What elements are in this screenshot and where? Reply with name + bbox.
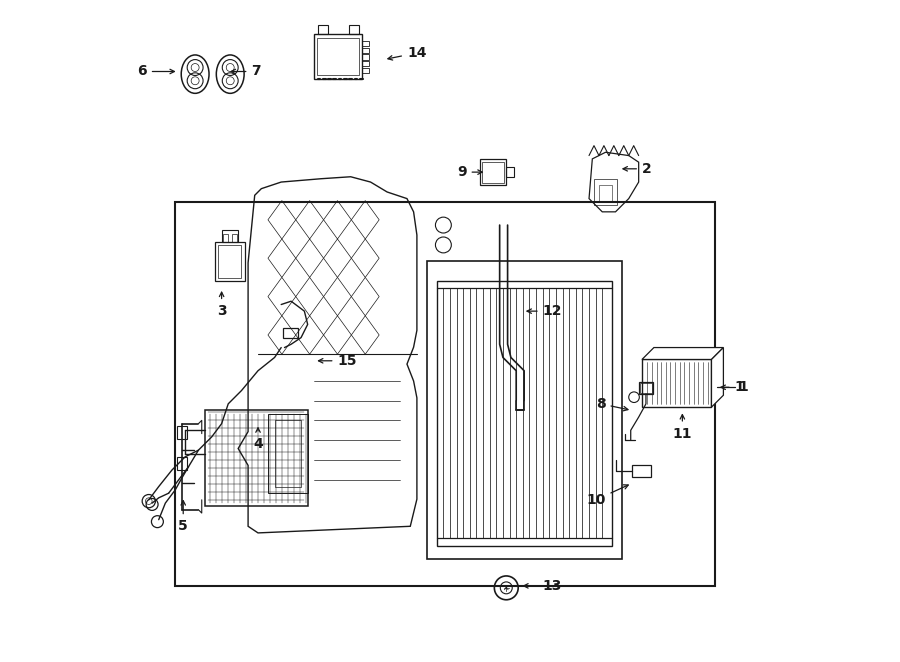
Bar <box>436 281 612 546</box>
Text: 1: 1 <box>738 380 748 395</box>
Bar <box>362 61 369 66</box>
Bar <box>268 414 308 493</box>
Bar <box>221 230 239 242</box>
Bar <box>219 245 241 278</box>
Text: 15: 15 <box>319 354 357 368</box>
Bar <box>362 48 369 53</box>
Text: 4: 4 <box>253 428 263 451</box>
Text: 5: 5 <box>178 500 188 534</box>
Bar <box>640 383 652 393</box>
Text: 13: 13 <box>524 579 562 593</box>
Text: 1: 1 <box>721 380 744 395</box>
Polygon shape <box>642 348 724 359</box>
Bar <box>480 159 507 185</box>
Bar <box>274 420 302 487</box>
Bar <box>599 185 612 202</box>
Bar <box>639 382 653 394</box>
Bar <box>176 202 715 586</box>
Bar <box>362 68 369 73</box>
Bar <box>482 162 504 183</box>
Bar <box>205 410 308 506</box>
Bar <box>427 261 622 559</box>
Bar <box>507 167 514 177</box>
Bar <box>318 25 328 34</box>
Bar <box>223 234 229 242</box>
Text: 6: 6 <box>137 64 175 79</box>
Bar <box>632 465 651 477</box>
Bar <box>177 426 187 440</box>
Text: 7: 7 <box>231 64 261 79</box>
Bar <box>362 54 369 60</box>
Text: 9: 9 <box>457 165 482 179</box>
Bar <box>215 242 245 281</box>
Bar <box>348 25 358 34</box>
Text: 8: 8 <box>596 397 628 411</box>
Bar <box>317 38 359 75</box>
Bar <box>177 457 187 470</box>
Bar <box>362 41 369 46</box>
Bar <box>284 328 298 338</box>
Text: 14: 14 <box>388 46 427 60</box>
Bar <box>594 179 617 205</box>
Text: 11: 11 <box>672 414 692 441</box>
Text: 3: 3 <box>217 292 227 318</box>
Bar <box>314 34 362 79</box>
Text: 12: 12 <box>527 304 562 318</box>
Text: 10: 10 <box>586 485 628 507</box>
Text: 2: 2 <box>623 162 652 176</box>
Bar <box>231 234 237 242</box>
Polygon shape <box>712 348 724 407</box>
Bar <box>642 359 712 407</box>
